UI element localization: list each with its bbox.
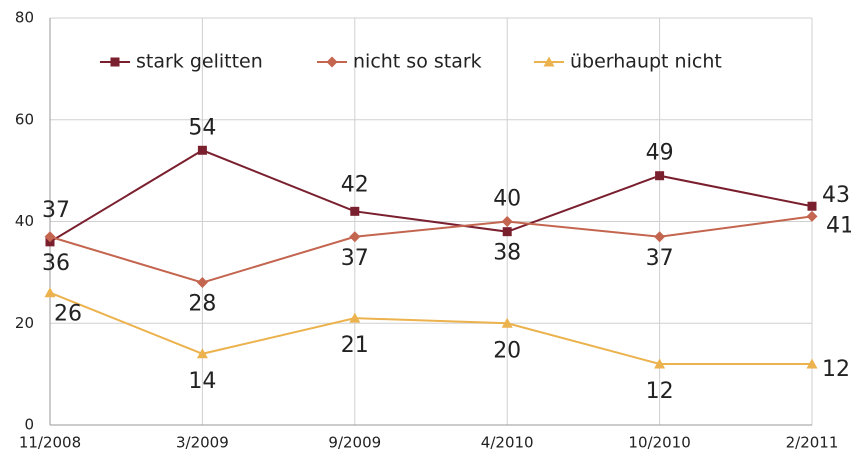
data-label: 21	[341, 333, 369, 358]
x-tick-label: 11/2008	[19, 434, 81, 452]
y-tick-label: 80	[15, 9, 34, 27]
data-point	[196, 348, 208, 359]
y-tick-label: 60	[15, 110, 34, 128]
data-label: 37	[341, 246, 369, 271]
data-point	[44, 287, 56, 298]
y-tick-label: 20	[15, 314, 34, 332]
legend-label: überhaupt nicht	[570, 51, 722, 73]
data-point	[655, 171, 665, 181]
series-line	[49, 215, 813, 284]
data-label: 20	[493, 338, 521, 363]
data-label: 54	[188, 115, 216, 140]
legend-marker	[110, 57, 120, 67]
data-label: 49	[646, 141, 674, 166]
data-label: 43	[822, 183, 850, 208]
data-label: 36	[42, 251, 70, 276]
data-label: 42	[341, 172, 369, 197]
legend-marker	[543, 56, 555, 67]
x-tick-label: 2/2011	[786, 434, 839, 452]
series-line	[49, 291, 812, 365]
x-tick-label: 10/2010	[628, 434, 690, 452]
series-line	[49, 149, 813, 243]
data-label: 28	[188, 292, 216, 317]
x-tick-label: 4/2010	[481, 434, 534, 452]
data-point	[806, 210, 818, 222]
legend-label: stark gelitten	[136, 51, 263, 73]
data-label: 14	[188, 369, 216, 394]
data-label: 41	[826, 213, 851, 238]
data-label: 26	[54, 302, 82, 327]
data-point	[349, 231, 361, 243]
x-tick-label: 9/2009	[328, 434, 381, 452]
y-tick-label: 40	[15, 212, 34, 230]
legend-marker	[326, 56, 338, 68]
data-point	[501, 317, 513, 328]
data-point	[502, 227, 512, 237]
data-point	[806, 358, 818, 369]
data-point	[654, 358, 666, 369]
data-point	[44, 231, 56, 243]
data-point	[197, 145, 207, 155]
data-label: 12	[822, 357, 850, 382]
data-label: 37	[42, 198, 70, 223]
data-label: 38	[493, 241, 521, 266]
data-label: 37	[646, 246, 674, 271]
data-point	[501, 216, 513, 227]
data-point	[350, 206, 360, 216]
legend-label: nicht so stark	[353, 51, 482, 73]
y-tick-label: 0	[24, 416, 34, 434]
x-tick-label: 3/2009	[176, 434, 229, 452]
data-point	[349, 312, 361, 323]
data-label: 40	[493, 187, 521, 212]
data-point	[196, 277, 208, 289]
data-point	[654, 231, 666, 243]
data-point	[807, 201, 817, 211]
data-label: 12	[646, 379, 674, 404]
